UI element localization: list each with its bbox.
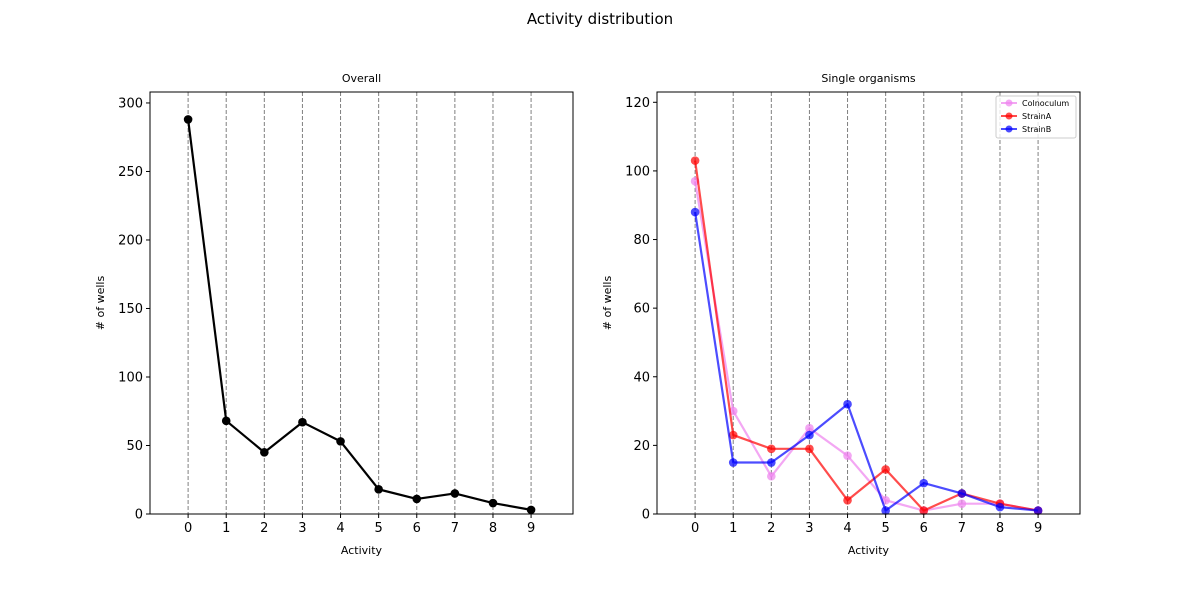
- legend: Colnoculum StrainA StrainB: [995, 95, 1077, 139]
- x-tick-label: 7: [958, 521, 966, 536]
- data-point: [957, 499, 967, 509]
- data-point: [526, 505, 536, 515]
- x-tick-label: 2: [260, 521, 268, 536]
- legend-swatch-marker: [1005, 125, 1013, 133]
- x-tick-label: 9: [1034, 521, 1042, 536]
- y-tick-label: 50: [126, 439, 143, 454]
- data-point: [260, 448, 269, 457]
- x-tick-label: 9: [527, 521, 535, 536]
- series-line: [187, 119, 532, 511]
- data-point: [995, 502, 1005, 512]
- x-tick-label: 3: [805, 521, 813, 536]
- data-point: [805, 444, 814, 454]
- y-tick-label: 80: [633, 233, 650, 248]
- x-tick-label: 0: [691, 521, 699, 536]
- data-point: [298, 417, 307, 427]
- y-tick-label: 0: [135, 508, 143, 523]
- figure-title: Activity distribution: [527, 10, 673, 28]
- x-tick-label: 0: [184, 521, 192, 536]
- y-tick-label: 40: [633, 370, 650, 385]
- x-axis-label: Activity: [848, 544, 890, 557]
- data-point: [767, 444, 776, 454]
- data-point: [450, 489, 460, 498]
- data-point: [919, 506, 929, 515]
- y-tick-label: 0: [642, 508, 650, 523]
- chart-title: Single organisms: [821, 72, 916, 85]
- data-point: [957, 489, 967, 498]
- data-point: [336, 437, 345, 446]
- data-point: [881, 465, 890, 474]
- legend-label: StrainA: [1022, 112, 1052, 121]
- legend-label: StrainB: [1022, 125, 1051, 134]
- y-axis-label: # of wells: [94, 276, 107, 331]
- data-point: [1033, 506, 1043, 515]
- data-point: [767, 471, 776, 481]
- x-tick-label: 8: [489, 521, 497, 536]
- data-point: [690, 156, 700, 165]
- axes-frame: [149, 91, 574, 515]
- y-tick-label: 300: [118, 96, 143, 111]
- data-point: [183, 115, 193, 124]
- data-point: [805, 423, 814, 433]
- data-point: [843, 451, 852, 460]
- y-tick-label: 20: [633, 439, 650, 454]
- data-point: [221, 416, 231, 426]
- data-point: [843, 495, 852, 505]
- data-point: [767, 458, 776, 467]
- legend-label: Colnoculum: [1022, 99, 1069, 108]
- y-tick-label: 60: [633, 302, 650, 317]
- x-tick-label: 6: [413, 521, 421, 536]
- chart-panel-1: 0 1 2 3 4 5 6 7 8 9 0 50 100 150 200 250 300 Overall Activ…: [94, 72, 574, 557]
- legend-box: [995, 95, 1077, 139]
- y-tick-label: 100: [625, 164, 650, 179]
- x-tick-label: 4: [843, 521, 851, 536]
- x-tick-label: 6: [920, 521, 928, 536]
- data-point: [919, 478, 929, 488]
- y-axis-label: # of wells: [601, 276, 614, 331]
- x-tick-label: 1: [222, 521, 230, 536]
- series-line: [694, 181, 1039, 512]
- x-tick-label: 5: [375, 521, 383, 536]
- series-line: [694, 160, 1039, 512]
- y-tick-label: 150: [118, 302, 143, 317]
- data-point: [728, 458, 738, 467]
- x-tick-label: 5: [882, 521, 890, 536]
- data-point: [412, 494, 422, 504]
- chart-panel-2: 0 1 2 3 4 5 6 7 8 9 0 20 40 60 80 100 120 Single organism…: [601, 72, 1081, 557]
- data-point: [690, 207, 700, 217]
- data-point: [843, 399, 852, 409]
- y-tick-label: 200: [118, 233, 143, 248]
- legend-swatch-marker: [1005, 112, 1013, 120]
- y-tick-label: 120: [625, 96, 650, 111]
- data-point: [805, 430, 814, 440]
- x-tick-label: 2: [767, 521, 775, 536]
- x-tick-label: 1: [729, 521, 737, 536]
- data-point: [374, 485, 383, 494]
- x-tick-label: 8: [996, 521, 1004, 536]
- series-line: [694, 211, 1039, 512]
- x-tick-label: 3: [298, 521, 306, 536]
- legend-swatch-marker: [1005, 99, 1013, 107]
- data-point: [728, 430, 738, 440]
- chart-title: Overall: [342, 72, 381, 85]
- x-tick-label: 7: [451, 521, 459, 536]
- x-tick-label: 4: [336, 521, 344, 536]
- axes-frame: [656, 91, 1081, 515]
- x-axis-label: Activity: [341, 544, 383, 557]
- y-tick-label: 100: [118, 370, 143, 385]
- y-tick-label: 250: [118, 165, 143, 180]
- data-point: [881, 506, 890, 515]
- data-point: [488, 498, 498, 508]
